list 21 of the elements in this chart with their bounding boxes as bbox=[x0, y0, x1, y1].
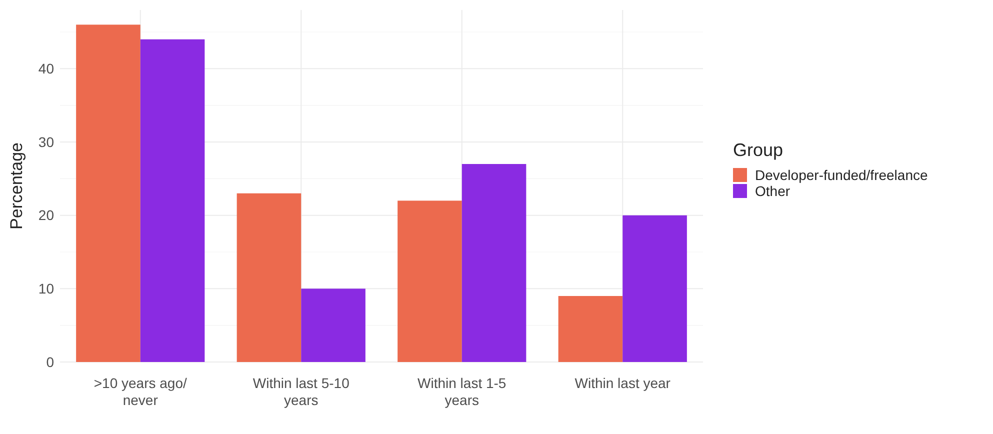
x-tick-label: Within last year bbox=[574, 375, 671, 391]
bar bbox=[462, 164, 526, 362]
bar bbox=[558, 296, 623, 362]
bar bbox=[622, 215, 687, 362]
x-tick-label: >10 years ago/ never bbox=[94, 375, 187, 408]
bar bbox=[76, 24, 140, 362]
x-tick-label: Within last 5-10 years bbox=[252, 375, 350, 408]
y-tick-label: 10 bbox=[38, 280, 54, 297]
bar bbox=[140, 39, 205, 362]
x-tick-label: Within last 1-5 years bbox=[418, 375, 506, 408]
legend-label: Developer-funded/freelance bbox=[755, 166, 928, 183]
y-tick-label: 30 bbox=[38, 134, 54, 150]
y-axis-title: Percentage bbox=[7, 142, 26, 230]
legend-title: Group bbox=[733, 140, 784, 160]
bar bbox=[398, 200, 462, 362]
y-tick-label: 40 bbox=[38, 60, 54, 77]
y-tick-label: 0 bbox=[46, 354, 54, 370]
y-tick-label: 20 bbox=[38, 207, 54, 224]
bar bbox=[301, 288, 366, 362]
bar bbox=[236, 193, 302, 362]
legend-label: Other bbox=[755, 182, 790, 199]
